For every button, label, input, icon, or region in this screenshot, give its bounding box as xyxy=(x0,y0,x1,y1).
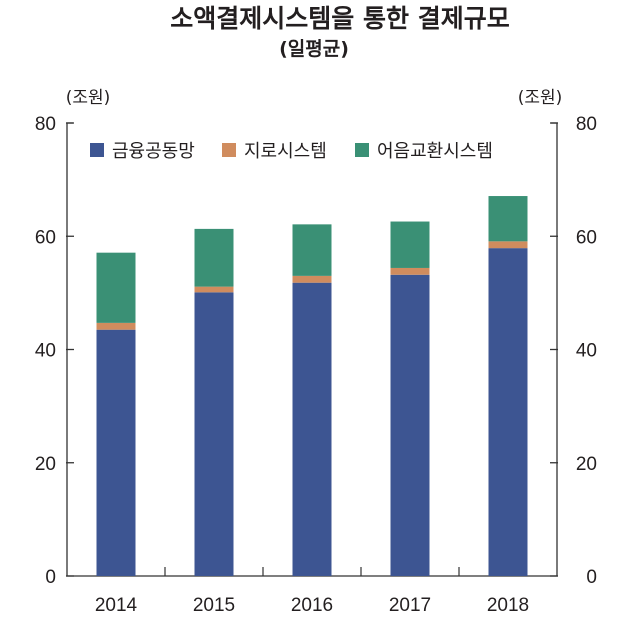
axis-ticks: 0 0 20 20 40 40 60 60 80 80 2014 2015 2016 2017 2018 xyxy=(35,114,597,616)
y-tick-label-left: 0 xyxy=(45,567,56,588)
legend-swatch xyxy=(90,143,104,157)
y-tick-label-right: 60 xyxy=(576,227,597,248)
x-tick-label: 2015 xyxy=(193,595,235,616)
bar-segment-지로시스템-2016 xyxy=(292,275,332,283)
y-tick-label-left: 60 xyxy=(35,227,56,248)
legend-label: 금융공동망 xyxy=(112,141,195,162)
bars xyxy=(96,196,528,577)
legend: 금융공동망 지로시스템 어음교환시스템 xyxy=(90,141,493,162)
y-tick-label-right: 80 xyxy=(576,114,597,135)
x-tick-label: 2017 xyxy=(389,595,431,616)
x-tick-label: 2018 xyxy=(487,595,529,616)
bar-segment-금융공동망-2018 xyxy=(488,248,528,577)
bar-segment-어음교환시스템-2017 xyxy=(390,221,430,268)
bar-segment-지로시스템-2017 xyxy=(390,267,430,275)
y-tick-label-right: 20 xyxy=(576,454,597,475)
bar-segment-금융공동망-2017 xyxy=(390,274,430,576)
x-tick-label: 2016 xyxy=(291,595,333,616)
legend-swatch xyxy=(355,143,369,157)
chart-subtitle: (일평균) xyxy=(279,38,349,60)
y-tick-label-right: 40 xyxy=(576,341,597,362)
bar-segment-금융공동망-2014 xyxy=(96,329,136,576)
x-tick-label: 2014 xyxy=(95,595,138,616)
legend-swatch xyxy=(222,143,236,157)
bar-segment-지로시스템-2015 xyxy=(194,286,234,293)
bar-segment-금융공동망-2015 xyxy=(194,292,234,576)
chart-title: 소액결제시스템을 통한 결제규모 xyxy=(170,4,509,33)
bar-segment-어음교환시스템-2015 xyxy=(194,228,234,287)
y-tick-label-right: 0 xyxy=(586,567,597,588)
bar-segment-지로시스템-2018 xyxy=(488,241,528,249)
y-axis-unit-right: (조원) xyxy=(518,88,563,108)
bar-segment-어음교환시스템-2018 xyxy=(488,196,528,242)
bar-segment-어음교환시스템-2016 xyxy=(292,224,332,276)
bar-segment-금융공동망-2016 xyxy=(292,282,332,576)
y-tick-label-left: 20 xyxy=(35,454,56,475)
y-tick-label-left: 40 xyxy=(35,341,56,362)
bar-segment-어음교환시스템-2014 xyxy=(96,252,136,323)
legend-label: 지로시스템 xyxy=(244,141,327,162)
y-tick-label-left: 80 xyxy=(35,114,56,135)
bar-segment-지로시스템-2014 xyxy=(96,322,136,330)
y-axis-unit-left: (조원) xyxy=(66,88,111,108)
legend-label: 어음교환시스템 xyxy=(377,141,493,162)
